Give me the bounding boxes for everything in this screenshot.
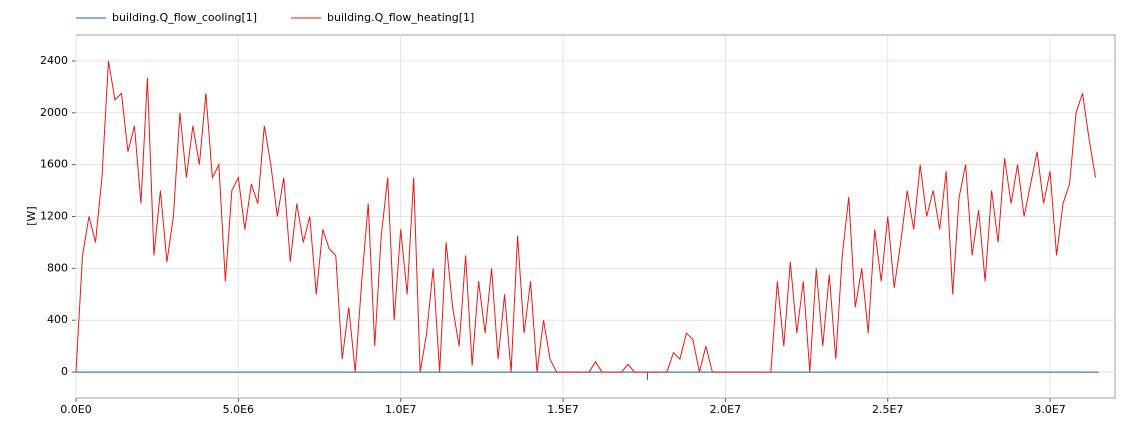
- y-tick-label: 0: [61, 365, 68, 378]
- y-axis-label: [W]: [25, 206, 38, 225]
- legend-label: building.Q_flow_heating[1]: [327, 11, 474, 24]
- x-tick-label: 2.5E7: [872, 403, 903, 416]
- series-line: [76, 371, 1099, 380]
- x-tick-label: 1.5E7: [547, 403, 578, 416]
- legend-label: building.Q_flow_cooling[1]: [112, 11, 257, 24]
- y-tick-label: 1600: [40, 158, 68, 171]
- y-tick-label: 2000: [40, 106, 68, 119]
- x-tick-label: 0.0E0: [60, 403, 91, 416]
- y-tick-label: 2400: [40, 54, 68, 67]
- y-tick-label: 1200: [40, 210, 68, 223]
- y-tick-label: 800: [47, 261, 68, 274]
- y-tick-label: 400: [47, 313, 68, 326]
- series-line: [75, 60, 1097, 373]
- x-tick-label: 5.0E6: [223, 403, 254, 416]
- x-tick-label: 1.0E7: [385, 403, 416, 416]
- x-tick-label: 3.0E7: [1034, 403, 1065, 416]
- x-tick-label: 2.0E7: [710, 403, 741, 416]
